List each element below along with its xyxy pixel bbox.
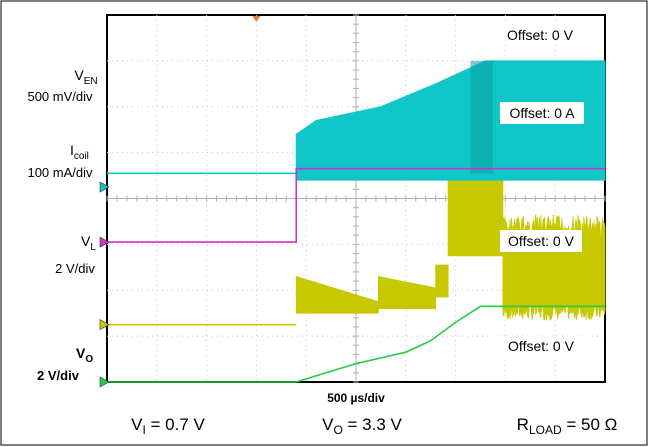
offset-vl-box [500, 230, 582, 252]
channel-markers [99, 181, 110, 388]
vo-zero-marker [99, 376, 110, 388]
offset-ven: Offset: 0 V [507, 27, 574, 43]
icoil-trace-segment [295, 275, 379, 314]
offset-icoil-box [500, 102, 584, 124]
offset-vl: Offset: 0 V [508, 233, 575, 249]
icoil-trace-segment [435, 264, 449, 298]
footer-vo: VO = 3.3 V [322, 415, 402, 437]
vl-zero-marker [99, 181, 110, 193]
vl-label: VL [81, 233, 96, 253]
footer-rload: RLOAD = 50 Ω [517, 415, 618, 437]
vl-scale: 2 V/div [55, 261, 95, 276]
traces [107, 60, 606, 383]
timebase-label: 500 µs/div [327, 391, 385, 405]
icoil-trace-segment [378, 275, 437, 309]
icoil-label: Icoil [70, 142, 89, 162]
vo-scale: 2 V/div [37, 368, 80, 383]
icoil-zero-marker [99, 319, 110, 331]
vo-label: VO [76, 345, 93, 365]
ven-label: VEN [74, 67, 97, 87]
vl-trace-dense-band [470, 60, 493, 174]
ven-trace [107, 167, 605, 243]
vl-trace-envelope [295, 60, 606, 181]
trigger-marker [252, 16, 261, 22]
vo-trace [107, 305, 605, 383]
icoil-scale: 100 mA/div [27, 165, 93, 180]
ven-scale: 500 mV/div [27, 89, 93, 104]
offset-vo: Offset: 0 V [508, 338, 575, 354]
offset-ven-box [490, 25, 590, 45]
footer-vi: VI = 0.7 V [131, 415, 205, 437]
offset-icoil: Offset: 0 A [509, 105, 575, 121]
offset-vo-box [492, 336, 590, 356]
ven-zero-marker [99, 236, 110, 248]
